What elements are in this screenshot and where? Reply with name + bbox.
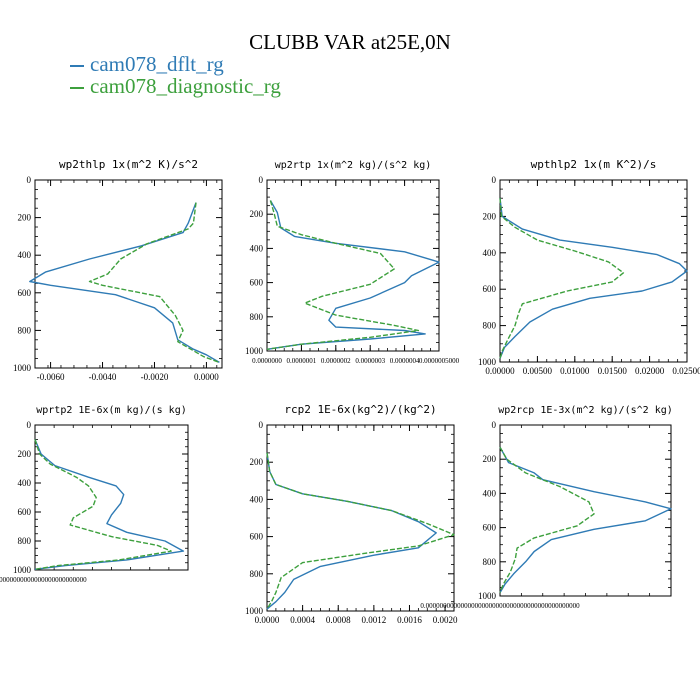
x-tick-label: -0.0040 [89,372,117,382]
y-tick-label: 200 [483,211,497,221]
panel-title: wp2rtp 1x(m^2 kg)/(s^2 kg) [275,160,432,171]
y-tick-label: 400 [18,478,32,488]
y-tick-label: 200 [250,457,264,467]
plot-frame [266,179,440,352]
y-tick-label: 600 [250,278,264,288]
panel-title: wpthlp2 1x(m K^2)/s [531,158,657,171]
y-tick-label: 800 [18,536,32,546]
series-line-dflt [266,452,437,610]
y-tick-label: 1000 [13,565,32,575]
y-tick-label: 800 [250,312,264,322]
series-line-diagnostic [266,452,455,610]
x-tick-label: 0.02000 [635,366,665,376]
x-tick-label: 0.0000004 [390,357,420,365]
y-tick-label: 0 [492,175,497,185]
plot-frame [266,424,455,612]
y-tick-label: 800 [483,321,497,331]
y-tick-label: 0 [492,420,497,430]
series-line-dflt [29,202,220,364]
x-tick-label: 0.0000002 [321,357,351,365]
figure-title: CLUBB VAR at25E,0N [249,30,451,54]
y-tick-label: 1000 [245,346,264,356]
y-tick-label: 400 [18,250,32,260]
y-tick-label: 800 [483,557,497,567]
y-tick-label: 600 [483,284,497,294]
x-tick-label: -0.0060 [37,372,65,382]
y-tick-label: 0 [259,175,264,185]
y-tick-label: 400 [250,243,264,253]
series-line-diagnostic [266,200,420,350]
x-tick-label: 0.0000005000 [419,357,460,365]
y-tick-label: 400 [483,488,497,498]
series-line-dflt [499,198,688,359]
y-tick-label: 200 [483,454,497,464]
x-tick-label: 0.0016 [397,615,422,625]
panel-title: wp2thlp 1x(m^2 K)/s^2 [59,158,198,171]
y-tick-label: 600 [18,288,32,298]
plot-frame [499,179,688,363]
y-tick-label: 1000 [478,357,497,367]
y-tick-label: 200 [18,213,32,223]
series-line-dflt [266,200,440,350]
legend-swatch [70,87,84,90]
x-tick-label: 0.0000000 [252,357,282,365]
y-tick-label: 600 [250,532,264,542]
x-tick-label: 0.00000000000000000000000000000000000000… [420,602,580,610]
y-tick-label: 200 [18,449,32,459]
y-tick-label: 1000 [478,591,497,601]
x-tick-label: 0.01000 [560,366,590,376]
x-tick-label: 0.0000003 [355,357,385,365]
series-line-dflt [34,439,185,570]
x-tick-label: 0.0020 [433,615,458,625]
y-tick-label: 0 [259,420,264,430]
x-tick-label: 0.0004 [290,615,315,625]
legend-label: cam078_diagnostic_rg [90,74,281,98]
y-tick-label: 0 [27,175,32,185]
y-tick-label: 0 [27,420,32,430]
x-tick-label: 0.0008 [326,615,351,625]
y-tick-label: 800 [18,325,32,335]
panel-title: wprtp2 1E-6x(m kg)/(s kg) [36,405,187,416]
panel-title: rcp2 1E-6x(kg^2)/(kg^2) [284,403,436,416]
x-tick-label: 0.0000001 [287,357,317,365]
legend-item: cam078_dflt_rg [70,52,224,77]
series-line-diagnostic [34,439,172,570]
x-tick-label: 0.0000 [194,372,219,382]
legend-label: cam078_dflt_rg [90,52,224,76]
panel-title: wp2rcp 1E-3x(m^2 kg)/(s^2 kg) [498,405,673,416]
series-line-dflt [499,446,672,593]
x-tick-label: -0.0020 [141,372,169,382]
x-tick-label: 0.00500 [523,366,553,376]
y-tick-label: 800 [250,569,264,579]
y-tick-label: 400 [483,248,497,258]
x-tick-label: 0.0000 [255,615,280,625]
y-tick-label: 1000 [245,606,264,616]
series-line-diagnostic [88,202,220,364]
y-tick-label: 1000 [13,363,32,373]
x-tick-label: 0.00000 [485,366,515,376]
x-tick-label: 0.01500 [598,366,628,376]
x-tick-label: 0.02500 [672,366,700,376]
x-tick-label: 0.0012 [361,615,386,625]
series-line-diagnostic [499,446,595,593]
series-line-diagnostic [499,198,625,359]
y-tick-label: 600 [483,523,497,533]
legend-swatch [70,65,84,68]
y-tick-label: 200 [250,209,264,219]
legend-item: cam078_diagnostic_rg [70,74,281,99]
plot-frame [499,424,672,597]
y-tick-label: 600 [18,507,32,517]
x-tick-label: 0.0000000000000000000000000000 [0,576,87,584]
y-tick-label: 400 [250,494,264,504]
